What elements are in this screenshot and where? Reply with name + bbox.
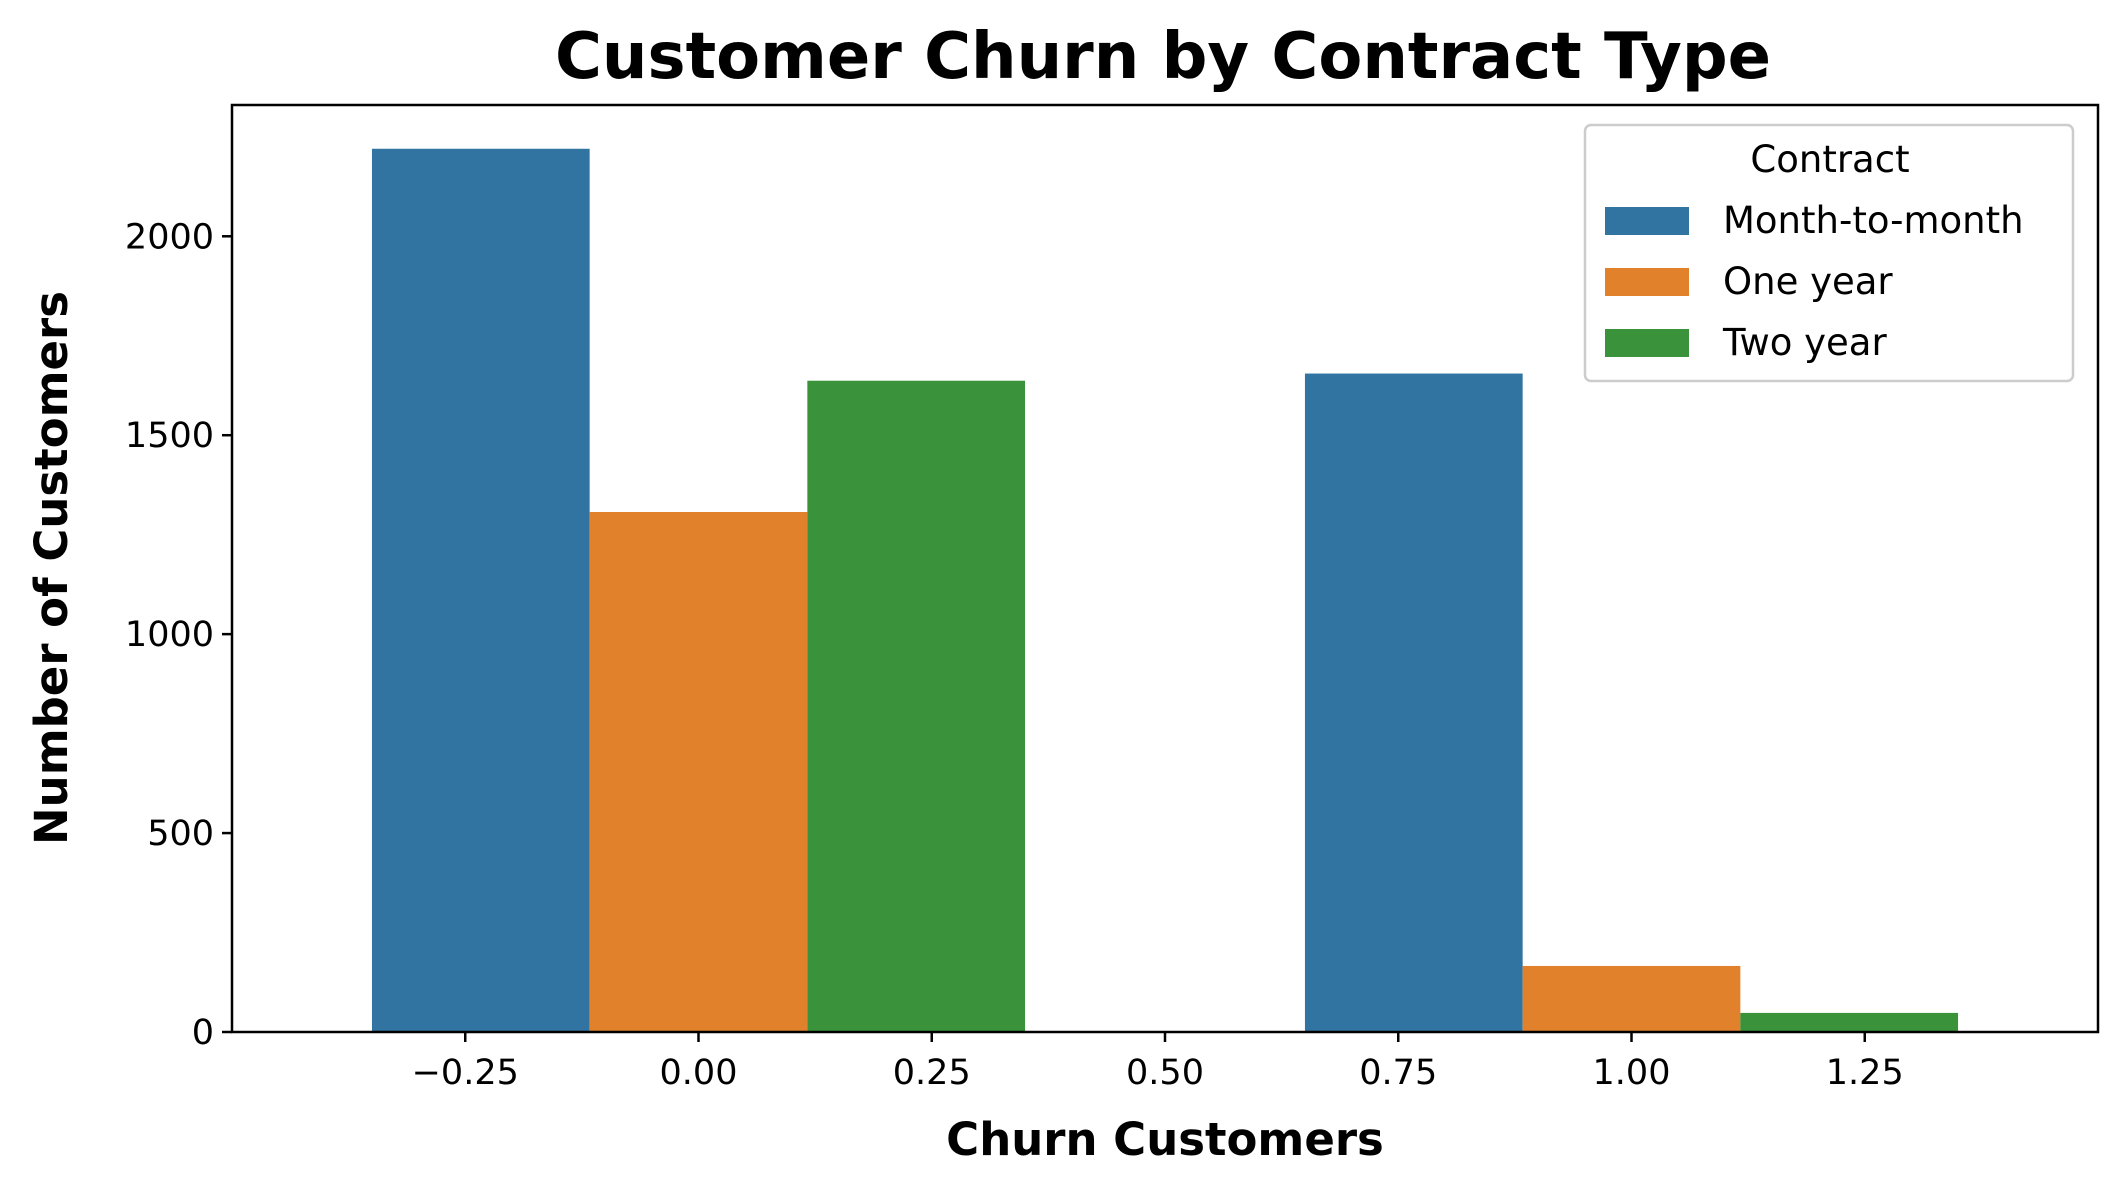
chart-title: Customer Churn by Contract Type xyxy=(555,20,1771,94)
legend-label: One year xyxy=(1723,260,1893,303)
y-tick-label: 1500 xyxy=(125,416,214,456)
x-tick-label: 0.00 xyxy=(660,1053,738,1093)
y-axis-label: Number of Customers xyxy=(25,291,78,845)
legend-items: Month-to-month One year Two year xyxy=(1605,199,2024,364)
x-tick-label: −0.25 xyxy=(412,1053,519,1093)
legend: Contract Month-to-month One year Two year xyxy=(1583,123,2075,383)
bar-month-to-month-0 xyxy=(371,148,590,1033)
legend-title: Contract xyxy=(1750,138,1909,181)
y-tick-label: 1000 xyxy=(125,615,214,655)
x-tick-label: 1.00 xyxy=(1593,1053,1671,1093)
bar-month-to-month-1 xyxy=(1304,373,1523,1032)
y-axis-ticks: 0 500 1000 1500 2000 xyxy=(125,217,232,1053)
y-tick-label: 0 xyxy=(192,1013,214,1053)
x-axis-ticks: −0.25 0.00 0.25 0.50 0.75 1.00 1.25 xyxy=(412,1032,1904,1093)
plot-frame xyxy=(230,103,2100,1034)
bar-two-year-0 xyxy=(807,380,1026,1032)
legend-swatch xyxy=(1605,329,1689,357)
x-axis-label: Churn Customers xyxy=(946,1113,1384,1166)
legend-frame xyxy=(1583,123,2075,383)
x-tick-label: 1.25 xyxy=(1826,1053,1904,1093)
legend-swatch xyxy=(1605,268,1689,296)
bar-two-year-1 xyxy=(1740,1012,1959,1032)
bars xyxy=(371,148,1959,1033)
x-tick-label: 0.75 xyxy=(1359,1053,1437,1093)
legend-label: Two year xyxy=(1722,321,1887,364)
y-tick-label: 2000 xyxy=(125,217,214,257)
x-tick-label: 0.50 xyxy=(1126,1053,1204,1093)
bar-one-year-1 xyxy=(1522,965,1741,1032)
legend-label: Month-to-month xyxy=(1723,199,2024,242)
bar-one-year-0 xyxy=(589,512,808,1032)
legend-swatch xyxy=(1605,207,1689,235)
y-tick-label: 500 xyxy=(147,814,214,854)
x-tick-label: 0.25 xyxy=(893,1053,971,1093)
